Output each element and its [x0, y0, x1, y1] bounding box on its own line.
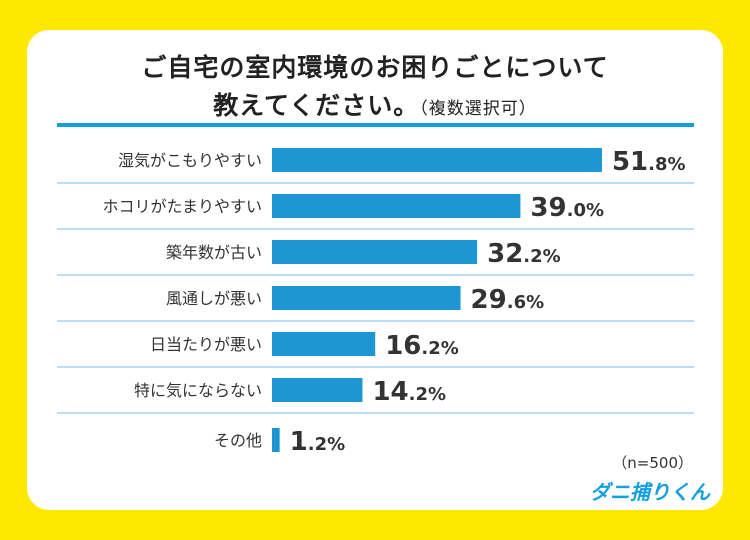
category-label: 特に気にならない	[134, 381, 262, 400]
value-label: 51.8%	[612, 147, 686, 177]
category-label: 築年数が古い	[166, 243, 262, 262]
value-label: 39.0%	[530, 193, 604, 223]
value-label: 1.2%	[290, 427, 346, 457]
category-label: 風通しが悪い	[166, 289, 262, 308]
value-label: 29.6%	[471, 285, 545, 315]
value-label: 14.2%	[372, 377, 446, 407]
bar	[272, 332, 376, 356]
bar	[272, 428, 280, 452]
bar	[272, 194, 521, 218]
category-label: 日当たりが悪い	[150, 335, 262, 354]
bar	[272, 148, 602, 172]
title-underline	[57, 123, 694, 127]
category-label: 湿気がこもりやすい	[118, 151, 262, 170]
card	[27, 30, 723, 510]
category-label: その他	[214, 431, 262, 450]
category-label: ホコリがたまりやすい	[102, 197, 262, 216]
chart-title-line2: 教えてください。（複数選択可）	[0, 86, 750, 122]
value-label: 16.2%	[385, 331, 459, 361]
title-main: 教えてください。	[213, 91, 420, 120]
value-label: 32.2%	[487, 239, 561, 269]
bar	[272, 378, 363, 402]
bar	[272, 286, 461, 310]
sample-size-note: （n=500）	[612, 454, 693, 472]
bar	[272, 240, 478, 264]
brand-logo: ダニ捕りくん	[590, 480, 710, 504]
chart-subtitle: （複数選択可）	[419, 99, 537, 119]
chart-title-line1: ご自宅の室内環境のお困りごとについて	[141, 53, 609, 82]
